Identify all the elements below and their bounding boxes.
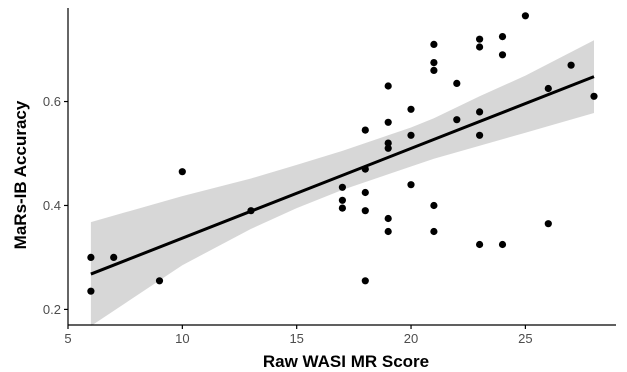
data-point-33 bbox=[476, 108, 484, 116]
x-tick-label: 5 bbox=[64, 331, 71, 346]
y-axis-title: MaRs-IB Accuracy bbox=[11, 100, 30, 249]
data-point-32 bbox=[476, 43, 484, 51]
data-point-4 bbox=[155, 277, 164, 285]
data-point-5 bbox=[178, 168, 186, 176]
x-tick-label: 25 bbox=[518, 331, 532, 346]
y-tick-label: 0.4 bbox=[43, 198, 61, 213]
data-point-38 bbox=[498, 240, 507, 249]
confidence-band bbox=[90, 40, 595, 326]
data-point-3 bbox=[110, 253, 118, 261]
y-tick-label: 0.2 bbox=[43, 302, 61, 317]
data-point-1 bbox=[87, 253, 95, 261]
y-tick-label: 0.6 bbox=[43, 94, 61, 109]
data-point-28 bbox=[430, 227, 438, 236]
data-point-16 bbox=[384, 118, 392, 126]
data-point-30 bbox=[453, 116, 461, 124]
data-point-29 bbox=[453, 79, 461, 87]
data-point-40 bbox=[544, 84, 552, 93]
data-point-20 bbox=[384, 227, 392, 236]
data-point-36 bbox=[498, 33, 507, 41]
data-point-22 bbox=[407, 131, 415, 139]
x-tick-label: 20 bbox=[404, 331, 418, 346]
data-point-17 bbox=[384, 139, 392, 147]
data-point-2 bbox=[87, 287, 95, 295]
fit-line-layer bbox=[90, 75, 595, 276]
data-point-23 bbox=[407, 181, 415, 189]
data-point-26 bbox=[430, 66, 438, 74]
data-point-13 bbox=[361, 207, 369, 215]
data-point-39 bbox=[521, 12, 530, 20]
data-point-34 bbox=[476, 131, 484, 139]
data-point-12 bbox=[361, 188, 369, 197]
data-point-25 bbox=[430, 59, 438, 67]
data-point-14 bbox=[361, 277, 369, 285]
data-point-9 bbox=[338, 204, 346, 212]
data-point-42 bbox=[567, 61, 575, 69]
data-point-7 bbox=[338, 183, 346, 191]
x-axis-title: Raw WASI MR Score bbox=[263, 352, 429, 371]
x-tick-label: 15 bbox=[289, 331, 303, 346]
data-points-layer bbox=[87, 12, 598, 295]
data-point-35 bbox=[476, 240, 484, 249]
data-point-31 bbox=[476, 35, 484, 43]
data-point-21 bbox=[407, 105, 415, 113]
data-point-15 bbox=[384, 82, 392, 90]
data-point-8 bbox=[338, 196, 346, 204]
data-point-43 bbox=[590, 92, 598, 100]
data-point-41 bbox=[544, 220, 552, 228]
data-point-10 bbox=[361, 126, 369, 134]
regression-line bbox=[90, 75, 595, 276]
data-point-18 bbox=[384, 144, 392, 152]
axes-layer: 5 10 15 20 25 0.2 0.4 0.6 bbox=[43, 8, 616, 346]
x-tick-label: 10 bbox=[175, 331, 189, 346]
data-point-27 bbox=[430, 201, 438, 210]
data-point-19 bbox=[384, 214, 392, 223]
data-point-24 bbox=[430, 40, 438, 49]
confidence-band-layer bbox=[90, 40, 595, 326]
data-point-37 bbox=[498, 51, 507, 59]
